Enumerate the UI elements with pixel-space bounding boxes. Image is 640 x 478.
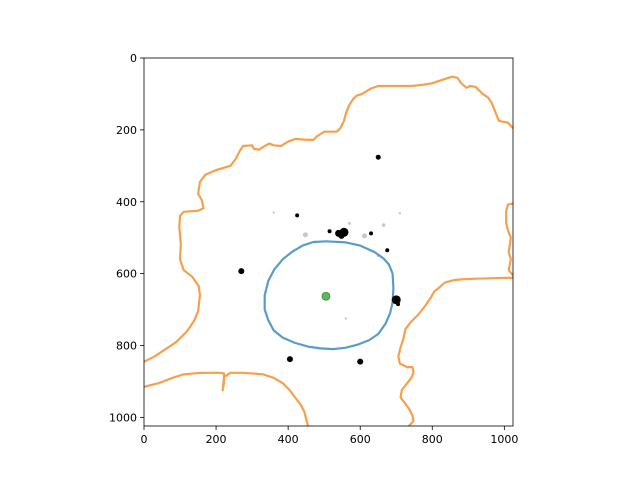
- blob-10: [396, 302, 401, 307]
- x-tick-label-1000: 1000: [490, 433, 518, 446]
- blob-9: [391, 295, 401, 305]
- inner-contour: [263, 240, 395, 351]
- faint-blob-2: [347, 221, 351, 225]
- blob-11: [286, 356, 293, 363]
- faint-blob-1: [362, 233, 368, 239]
- blob-0: [375, 154, 381, 160]
- blob-7: [385, 248, 390, 253]
- y-tick-label-800: 800: [116, 340, 137, 353]
- y-tick-label-200: 200: [116, 124, 137, 137]
- blob-12: [357, 358, 364, 365]
- blob-1: [295, 213, 300, 218]
- blob-2: [327, 229, 332, 234]
- outer-contour-main: [144, 75, 513, 363]
- y-tick-label-0: 0: [130, 52, 137, 65]
- faint-blob-6: [344, 317, 347, 320]
- blob-8: [238, 268, 245, 275]
- y-tick-label-600: 600: [116, 268, 137, 281]
- faint-blob-4: [272, 211, 275, 214]
- blob-6: [369, 231, 374, 236]
- x-axis: 0 200 400 600 800 1000: [141, 426, 518, 446]
- axes-frame: [143, 57, 514, 427]
- y-tick-label-1000: 1000: [109, 411, 137, 424]
- y-axis: 0 200 400 600 800 1000: [109, 52, 144, 424]
- x-tick-label-200: 200: [206, 433, 227, 446]
- faint-blob-3: [381, 223, 386, 227]
- center-point: [321, 291, 331, 301]
- plot-area: [144, 75, 513, 426]
- blob-5: [338, 232, 345, 239]
- faint-blob-0: [302, 232, 308, 238]
- y-tick-label-400: 400: [116, 196, 137, 209]
- x-tick-label-0: 0: [141, 433, 148, 446]
- outer-contour-bottom: [144, 371, 310, 426]
- x-tick-label-400: 400: [278, 433, 299, 446]
- outer-contour-lower: [397, 276, 513, 426]
- x-tick-label-800: 800: [422, 433, 443, 446]
- outer-contour-right: [505, 202, 513, 277]
- faint-blob-5: [398, 212, 402, 215]
- x-tick-label-600: 600: [350, 433, 371, 446]
